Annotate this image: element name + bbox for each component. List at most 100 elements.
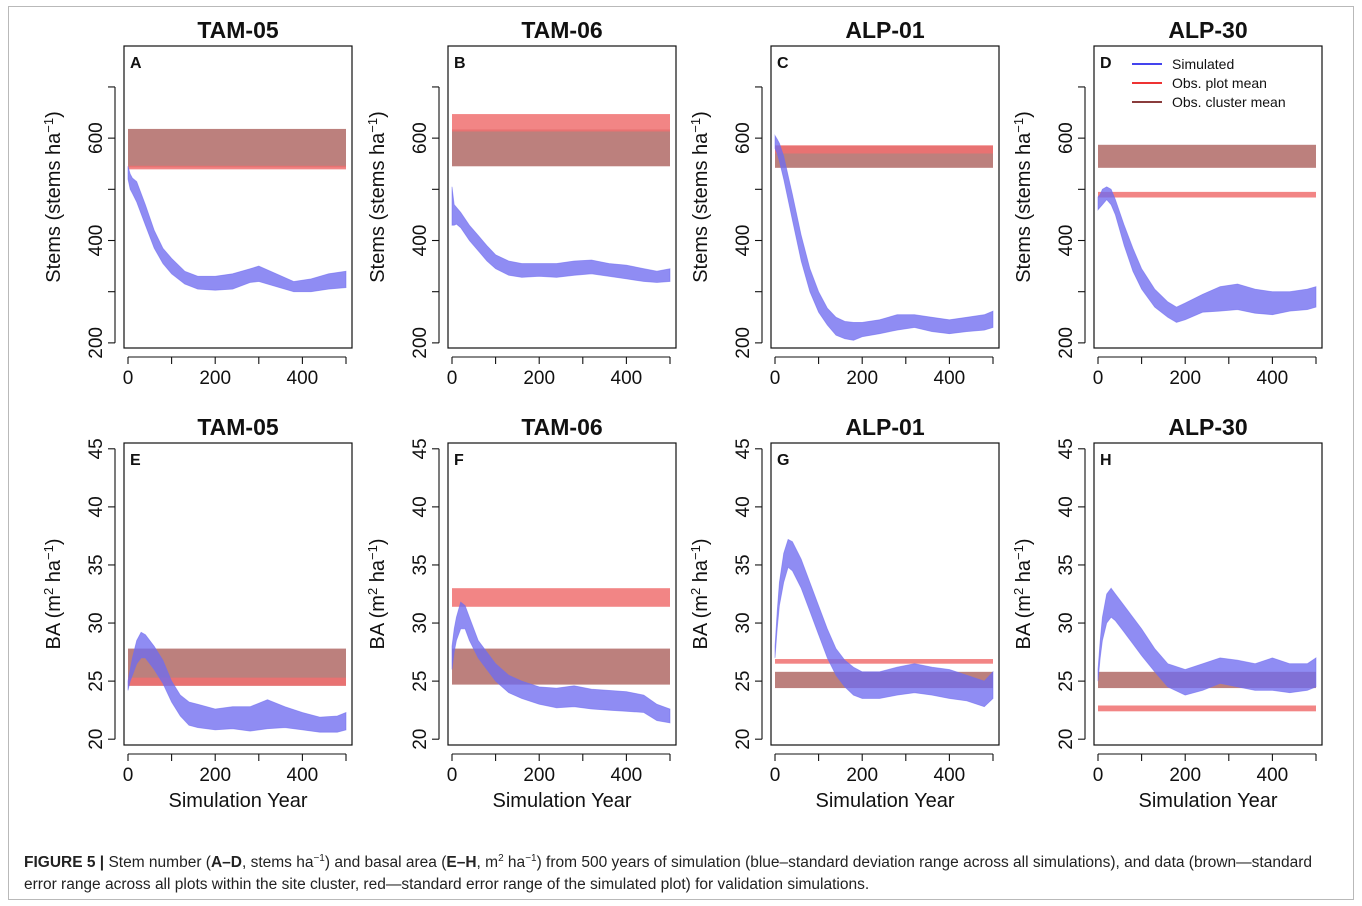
panel-e: E TAM-05 0 200 400 Simulation Year 20 25 30 35 40 4…: [41, 414, 353, 812]
y-tick-label: 30: [733, 612, 754, 633]
panel-title: ALP-30: [1168, 414, 1247, 440]
y-axis-label-part: ha: [43, 559, 65, 588]
y-axis-label-sup: 2: [41, 588, 56, 595]
caption-sup-2: 2: [498, 853, 504, 864]
y-axis-label: BA (m2 ha−1): [41, 539, 66, 650]
x-tick-label: 400: [611, 368, 643, 389]
y-tick-label: 25: [410, 671, 431, 692]
y-axis-label-part: Stems (stems ha: [367, 132, 389, 283]
plot-area: [774, 538, 994, 708]
x-tick-label: 400: [934, 368, 966, 389]
obs-plot-band: [452, 588, 670, 607]
y-axis-label-sup: −1: [41, 118, 56, 133]
y-tick-label: 600: [86, 122, 107, 154]
y-tick-label: 200: [1056, 327, 1077, 359]
caption-bold-1: A–D: [210, 854, 242, 872]
x-tick-label: 200: [1169, 368, 1201, 389]
y-axis-label-part: Stems (stems ha: [43, 132, 65, 283]
simulated-band: [774, 134, 994, 341]
y-tick-label: 20: [733, 729, 754, 750]
plot-area: [1097, 144, 1317, 323]
y-tick-label: 40: [733, 496, 754, 517]
caption-text-4: , m: [476, 854, 499, 872]
obs-plot-band: [452, 114, 670, 132]
x-axis-label: Simulation Year: [1139, 790, 1278, 812]
y-tick-label: 25: [1056, 671, 1077, 692]
plot-area: [774, 134, 994, 341]
panel-letter: B: [454, 55, 466, 72]
y-axis-label-sup: −1: [1011, 545, 1026, 560]
x-tick-label: 200: [1169, 765, 1201, 786]
panel-a: A TAM-05 0 200 400 200 400 600 Stems (stems ha−1…: [41, 17, 353, 389]
x-tick-label: 0: [770, 765, 781, 786]
legend-label: Obs. plot mean: [1172, 75, 1267, 91]
y-axis-label-sup: 2: [1011, 588, 1026, 595]
y-tick-label: 35: [733, 554, 754, 575]
obs-plot-band: [1098, 191, 1316, 198]
panel-letter: F: [454, 452, 464, 469]
simulated-band: [127, 631, 347, 733]
plot-frame: [447, 45, 677, 349]
y-tick-label: 35: [86, 554, 107, 575]
panel-title: TAM-05: [197, 17, 279, 43]
panel-letter: A: [130, 55, 142, 72]
y-axis-label-part: ha: [367, 559, 389, 588]
y-axis-label-part: Stems (stems ha: [690, 132, 712, 283]
plot-frame: [1093, 442, 1323, 746]
caption-bold-2: E–H: [446, 854, 477, 872]
caption-text-3: ) and basal area (: [324, 854, 447, 872]
x-tick-label: 400: [1257, 765, 1289, 786]
y-axis-label-part: BA (m: [1013, 595, 1035, 649]
x-tick-label: 0: [770, 368, 781, 389]
y-tick-label: 20: [86, 729, 107, 750]
plot-area: [127, 631, 347, 733]
x-tick-label: 200: [523, 765, 555, 786]
figure-frame: [8, 6, 1354, 900]
legend-label: Simulated: [1172, 56, 1234, 72]
plot-frame: [123, 45, 353, 349]
x-tick-label: 0: [123, 765, 134, 786]
legend: Simulated Obs. plot mean Obs. cluster mean: [1132, 56, 1286, 110]
simulated-band: [127, 166, 347, 293]
y-axis-label-part: ): [43, 111, 65, 118]
obs-plot-band: [1098, 705, 1316, 712]
x-tick-label: 0: [1093, 765, 1104, 786]
plot-frame: [770, 45, 1000, 349]
caption-sup-3: −1: [525, 853, 537, 864]
legend-label: Obs. cluster mean: [1172, 94, 1286, 110]
y-axis-label-sup: −1: [688, 118, 703, 133]
y-axis-label-part: ): [690, 111, 712, 118]
y-axis-label-part: BA (m: [43, 595, 65, 649]
y-axis-label-part: ): [1013, 111, 1035, 118]
panel-b: B TAM-06 0 200 400 200 400 600 Stems (stems ha−1…: [365, 17, 677, 389]
x-axis-label: Simulation Year: [169, 790, 308, 812]
panel-letter: G: [777, 452, 789, 469]
x-tick-label: 400: [287, 765, 319, 786]
obs-cluster-band: [128, 128, 346, 168]
panel-h: H ALP-30 0 200 400 Simulation Year 20 25 30 35 40 4…: [1011, 414, 1323, 812]
obs-plot-band: [128, 677, 346, 686]
panel-title: ALP-01: [845, 17, 924, 43]
x-tick-label: 400: [611, 765, 643, 786]
y-tick-label: 40: [86, 496, 107, 517]
x-tick-label: 0: [447, 368, 458, 389]
y-tick-label: 200: [410, 327, 431, 359]
obs-plot-band: [775, 659, 993, 664]
y-tick-label: 45: [1056, 438, 1077, 459]
y-tick-label: 45: [733, 438, 754, 459]
y-tick-label: 35: [410, 554, 431, 575]
plot-frame: [447, 442, 677, 746]
panel-f: F TAM-06 0 200 400 Simulation Year 20 25 30 35 40 4…: [365, 414, 677, 812]
plot-area: [451, 114, 671, 283]
y-axis-label: BA (m2 ha−1): [365, 539, 390, 650]
panel-title: TAM-05: [197, 414, 279, 440]
panel-g: G ALP-01 0 200 400 Simulation Year 20 25 30 35 40 4…: [688, 414, 1000, 812]
y-axis-label-part: ): [43, 539, 65, 546]
y-axis-label: Stems (stems ha−1): [365, 111, 390, 283]
x-tick-label: 0: [447, 765, 458, 786]
y-tick-label: 30: [410, 612, 431, 633]
y-tick-label: 400: [410, 225, 431, 257]
obs-plot-band: [128, 165, 346, 170]
y-tick-label: 35: [1056, 554, 1077, 575]
x-tick-label: 200: [846, 368, 878, 389]
